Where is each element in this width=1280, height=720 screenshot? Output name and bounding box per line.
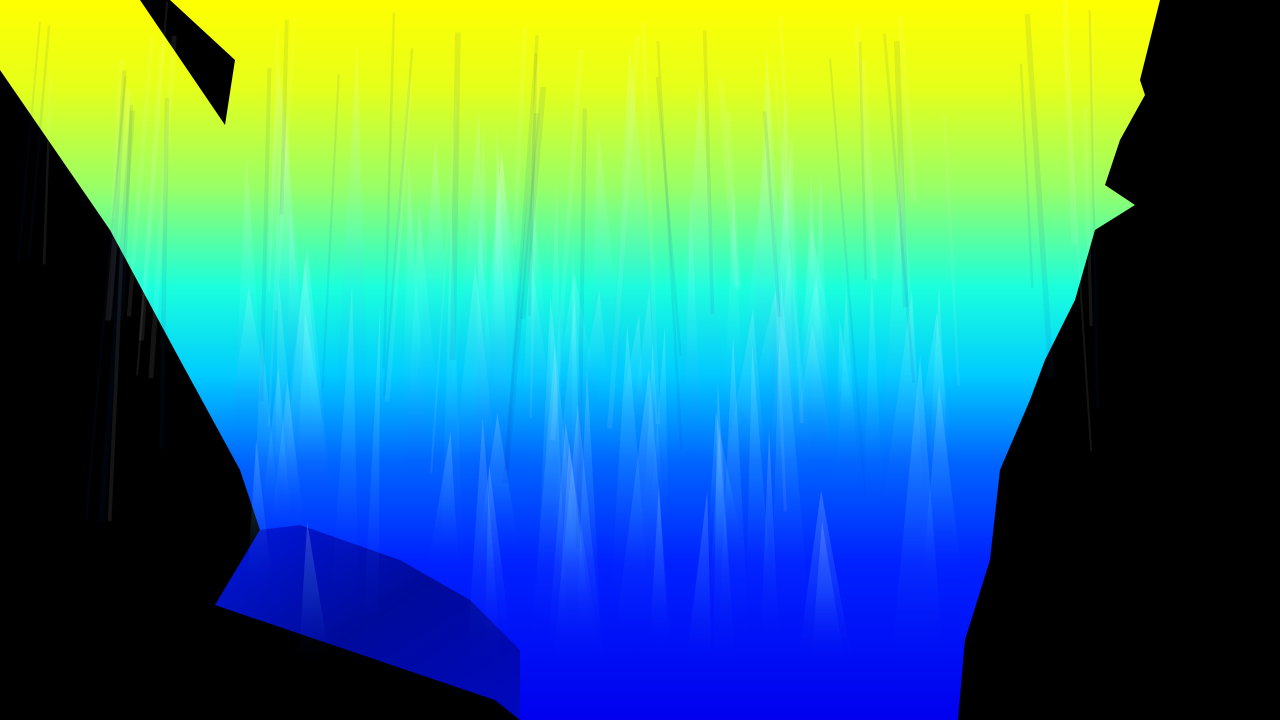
surface-spike xyxy=(879,150,926,496)
surface-streak xyxy=(1019,63,1034,289)
surface-streak xyxy=(766,86,787,512)
surface-streak xyxy=(828,58,867,496)
surface-streak xyxy=(449,32,461,360)
surface-streak xyxy=(527,52,538,317)
surface-spike xyxy=(835,289,860,499)
surface-streak xyxy=(1083,107,1093,326)
surface-streak xyxy=(641,21,661,424)
surface-spike xyxy=(647,325,670,547)
surface-streak xyxy=(321,74,340,388)
surface-streak xyxy=(504,34,539,471)
surface-spikes xyxy=(17,0,1099,678)
surface-streak xyxy=(120,104,134,322)
surface-streak xyxy=(702,30,715,315)
surface-streak xyxy=(655,76,682,356)
surface-streak xyxy=(1063,36,1093,452)
surface-spike xyxy=(717,334,750,648)
surface-streak xyxy=(107,93,131,521)
surface-streak xyxy=(762,111,781,318)
surface-streak xyxy=(717,78,739,288)
surface-spike xyxy=(770,276,812,635)
surface-streak xyxy=(17,21,42,261)
surface-spike xyxy=(610,47,663,387)
surface-spike xyxy=(269,381,307,543)
surface-streak xyxy=(1091,21,1097,209)
surface-spike xyxy=(745,344,774,618)
surface-spike xyxy=(362,303,381,643)
surface-streak xyxy=(382,12,396,369)
surface-spike xyxy=(920,385,964,593)
surface-spike xyxy=(551,273,602,411)
surface-spike xyxy=(796,490,854,670)
surface-streak xyxy=(725,112,741,290)
surface-streak xyxy=(512,27,528,246)
surface-streak xyxy=(382,48,414,396)
surface-streak xyxy=(259,67,272,402)
surface-streak xyxy=(853,24,877,279)
surface-streak xyxy=(84,76,127,520)
surface-spike xyxy=(427,431,459,572)
surface-streak xyxy=(148,35,177,379)
surface-streak xyxy=(267,86,286,427)
surface-spike xyxy=(535,296,583,616)
surface-streak xyxy=(159,97,170,449)
surface-streak xyxy=(778,15,804,424)
surface-streak xyxy=(607,35,641,429)
surface-streak xyxy=(27,25,51,258)
surface-streak xyxy=(897,15,918,203)
surface-streak xyxy=(575,108,587,549)
surface-streak xyxy=(893,40,909,308)
surface-spike xyxy=(335,46,369,407)
surface-spike xyxy=(476,413,521,558)
surface-spike xyxy=(298,521,331,663)
surface-spike xyxy=(246,440,274,593)
surface-streak xyxy=(656,40,683,450)
surface-streak xyxy=(858,42,868,281)
surface-streak xyxy=(105,87,131,321)
surface-streak xyxy=(267,29,280,292)
surface-streak xyxy=(279,19,289,215)
surface-streak xyxy=(519,86,547,320)
surface-streak xyxy=(1062,0,1078,246)
surface-spike xyxy=(807,168,832,496)
surface-spike xyxy=(722,184,746,451)
surface-spike xyxy=(610,324,650,603)
surface-spike xyxy=(649,485,670,649)
surface-streak xyxy=(1024,13,1054,378)
surface-spike xyxy=(862,269,884,519)
surface-streak xyxy=(42,73,52,265)
surface-streak xyxy=(861,59,878,282)
surface-spike xyxy=(684,491,712,674)
surface-streak xyxy=(136,1,169,376)
surface-spike xyxy=(295,311,335,495)
surface-streak xyxy=(430,104,458,473)
surface-streak xyxy=(126,37,154,317)
surface-streak xyxy=(883,33,916,383)
surface-streak xyxy=(529,64,540,418)
surface-streak xyxy=(943,114,960,386)
surface-streak xyxy=(138,38,166,341)
surface-spike xyxy=(448,264,501,504)
surface-streak xyxy=(274,17,297,311)
surface-streak xyxy=(108,70,127,320)
surface-streak xyxy=(98,110,136,523)
surface-spike xyxy=(415,138,454,398)
surface-spike xyxy=(232,156,268,466)
surface-streak xyxy=(774,71,789,235)
surface-spike xyxy=(683,189,703,473)
surface-streak xyxy=(550,49,584,441)
surface-streak xyxy=(384,78,413,402)
surface-streak xyxy=(1088,9,1099,408)
surface-streak xyxy=(502,112,540,484)
surface-streak xyxy=(110,59,125,219)
surface-spike xyxy=(912,312,955,470)
surface-spike xyxy=(590,125,626,389)
